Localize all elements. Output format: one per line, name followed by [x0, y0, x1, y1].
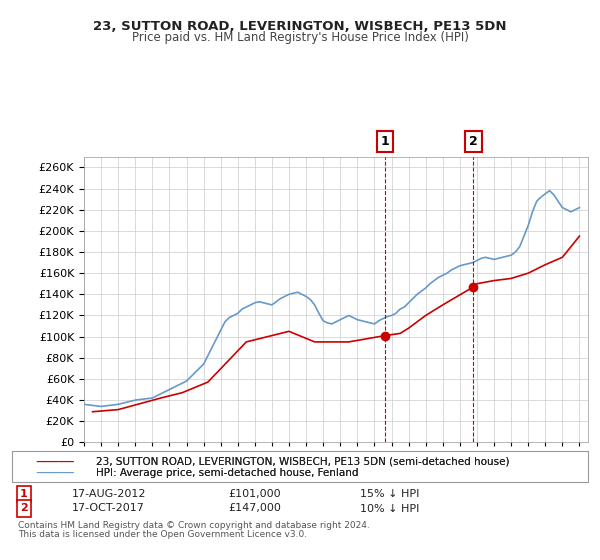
Text: 23, SUTTON ROAD, LEVERINGTON, WISBECH, PE13 5DN (semi-detached house): 23, SUTTON ROAD, LEVERINGTON, WISBECH, P…: [96, 457, 509, 467]
Text: 2: 2: [469, 135, 478, 148]
Text: ─────: ─────: [36, 466, 74, 480]
Text: HPI: Average price, semi-detached house, Fenland: HPI: Average price, semi-detached house,…: [96, 468, 359, 478]
Text: 23, SUTTON ROAD, LEVERINGTON, WISBECH, PE13 5DN: 23, SUTTON ROAD, LEVERINGTON, WISBECH, P…: [93, 20, 507, 32]
Text: 15% ↓ HPI: 15% ↓ HPI: [360, 489, 419, 499]
Text: ─────: ─────: [36, 466, 74, 480]
Text: This data is licensed under the Open Government Licence v3.0.: This data is licensed under the Open Gov…: [18, 530, 307, 539]
Text: £101,000: £101,000: [228, 489, 281, 499]
Text: Price paid vs. HM Land Registry's House Price Index (HPI): Price paid vs. HM Land Registry's House …: [131, 31, 469, 44]
Text: ─────: ─────: [36, 455, 74, 469]
Text: Contains HM Land Registry data © Crown copyright and database right 2024.: Contains HM Land Registry data © Crown c…: [18, 521, 370, 530]
Text: 10% ↓ HPI: 10% ↓ HPI: [360, 503, 419, 514]
Text: £147,000: £147,000: [228, 503, 281, 514]
Text: 17-OCT-2017: 17-OCT-2017: [72, 503, 145, 514]
Text: HPI: Average price, semi-detached house, Fenland: HPI: Average price, semi-detached house,…: [96, 468, 359, 478]
Text: 1: 1: [20, 489, 28, 499]
Text: 23, SUTTON ROAD, LEVERINGTON, WISBECH, PE13 5DN (semi-detached house): 23, SUTTON ROAD, LEVERINGTON, WISBECH, P…: [96, 457, 509, 467]
Text: 1: 1: [381, 135, 389, 148]
Text: 2: 2: [20, 503, 28, 514]
Text: ─────: ─────: [36, 455, 74, 469]
Text: 17-AUG-2012: 17-AUG-2012: [72, 489, 146, 499]
